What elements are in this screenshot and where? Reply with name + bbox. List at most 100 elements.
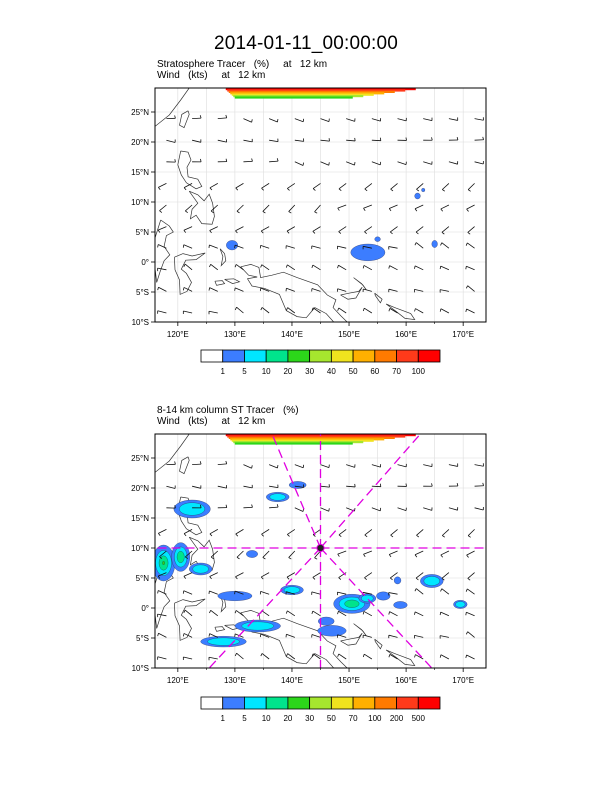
wind-barb-flag xyxy=(260,610,263,614)
tracer-band xyxy=(228,90,395,93)
wind-barb xyxy=(261,653,270,660)
wind-barb xyxy=(414,204,424,210)
wind-barb xyxy=(389,204,398,209)
wind-barb xyxy=(243,464,252,469)
tracer-contour xyxy=(374,236,381,242)
cross-section-line xyxy=(208,547,321,668)
wind-barb-flag xyxy=(416,535,420,538)
wind-barb xyxy=(209,572,218,577)
wind-barb xyxy=(397,118,407,122)
wind-barb xyxy=(467,226,475,233)
wind-barb-flag xyxy=(415,231,419,235)
wind-barb xyxy=(338,226,347,232)
tracer-contour xyxy=(344,599,360,608)
wind-barb-flag xyxy=(158,533,161,536)
wind-barb-flag xyxy=(311,264,314,269)
wind-barb xyxy=(416,529,424,536)
wind-barb-flag xyxy=(465,285,469,289)
wind-barb-flag xyxy=(338,188,342,192)
colorbar-label: 50 xyxy=(327,714,336,723)
wind-barb-flag xyxy=(465,308,467,312)
wind-barb-flag xyxy=(439,266,442,270)
wind-barb xyxy=(320,464,330,468)
wind-barb-flag xyxy=(285,264,288,268)
wind-barb-flag xyxy=(236,210,240,214)
wind-barb xyxy=(158,529,167,534)
wind-barb-flag xyxy=(314,557,318,560)
tracer-contour xyxy=(317,625,347,637)
wind-barb-flag xyxy=(285,610,288,614)
wind-barb xyxy=(286,633,295,638)
tracer-band xyxy=(233,95,364,98)
tracer-contour xyxy=(234,619,281,633)
wind-barb xyxy=(364,226,373,233)
map-frame xyxy=(154,87,487,323)
wind-barb-flag xyxy=(363,208,366,211)
wind-barb-flag xyxy=(414,242,417,246)
wind-barb-flag xyxy=(200,158,202,162)
wind-barb xyxy=(415,654,424,660)
wind-barb xyxy=(416,183,424,190)
x-tick-label: 140°E xyxy=(281,330,303,339)
wind-barb-flag xyxy=(260,307,263,311)
wind-barb-flag xyxy=(414,208,418,212)
wind-barb xyxy=(415,308,424,314)
wind-barb xyxy=(312,653,321,660)
wind-barb xyxy=(441,242,450,249)
tracer-contour xyxy=(192,564,209,574)
wind-barb xyxy=(185,204,193,212)
wind-barb-flag xyxy=(183,533,187,537)
wind-barb xyxy=(414,635,424,638)
wind-barb xyxy=(268,464,278,469)
wind-barb xyxy=(261,226,270,232)
wind-barb xyxy=(448,118,458,121)
wind-barb xyxy=(269,160,279,163)
wind-barb xyxy=(338,264,347,271)
wind-barb xyxy=(217,117,227,119)
wind-barb xyxy=(183,310,193,314)
wind-barb-flag xyxy=(388,208,392,212)
tracer-contour xyxy=(421,188,426,192)
wind-barb xyxy=(209,633,218,638)
map-plot-area: 120°E 130°E 140°E 150°E 160°E 170°E 25°N 20°N 15… xyxy=(131,433,487,685)
wind-barb-flag xyxy=(287,534,290,537)
wind-barb-flag xyxy=(414,654,416,658)
wind-barb xyxy=(261,610,270,617)
wind-barb xyxy=(448,464,458,467)
wind-barb-flag xyxy=(362,654,365,658)
wind-barb xyxy=(320,139,330,142)
wind-barb-flag xyxy=(182,287,185,291)
colorbar-swatch xyxy=(309,349,332,363)
wind-barb-flag xyxy=(414,265,416,269)
coastline xyxy=(174,252,206,295)
tracer-contour xyxy=(241,621,274,631)
wind-barb-flag xyxy=(159,210,163,213)
coastline xyxy=(155,434,190,473)
wind-barb xyxy=(337,634,347,638)
wind-barb xyxy=(423,118,433,122)
wind-barb-flag xyxy=(236,556,240,560)
cross-section-line xyxy=(271,434,322,549)
wind-barb-flag xyxy=(157,244,159,248)
y-tick-label: 20°N xyxy=(131,138,149,147)
colorbar-swatch xyxy=(417,696,441,710)
wind-barb-flag xyxy=(302,508,304,512)
colorbar-swatch xyxy=(309,696,332,710)
wind-barb-flag xyxy=(234,610,237,614)
tracer-contour xyxy=(189,562,213,576)
wind-barb-flag xyxy=(362,611,365,615)
wind-barb xyxy=(287,610,296,617)
coastline xyxy=(340,286,363,300)
wind-barb-flag xyxy=(363,554,366,557)
wind-barb xyxy=(312,264,321,271)
wind-barb-flag xyxy=(288,557,292,560)
wind-barb xyxy=(337,550,347,555)
wind-barb-flag xyxy=(328,162,330,166)
colorbar-swatch xyxy=(374,349,397,363)
wind-barb xyxy=(294,139,304,142)
wind-barb-flag xyxy=(251,465,253,469)
wind-barb xyxy=(183,590,193,595)
wind-barb-flag xyxy=(209,533,213,537)
